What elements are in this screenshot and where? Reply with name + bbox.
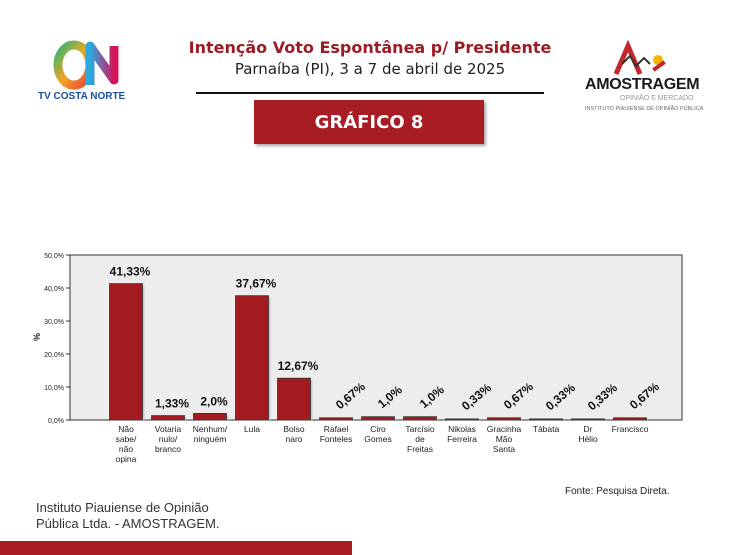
chart-subtitle: Parnaíba (PI), 3 a 7 de abril de 2025 [234,60,506,78]
institute-credit-line1: Instituto Piauiense de Opinião [36,500,209,515]
bar [277,377,311,421]
bar-value-label: 41,33% [110,265,151,279]
x-tick-label: Hélio [578,434,598,444]
x-tick-label: Gracinha [487,424,522,434]
x-tick-label: Santa [493,444,515,454]
x-tick-label: Tábata [533,424,560,434]
bar [319,417,353,421]
institute-credit: Instituto Piauiense de Opinião Pública L… [36,500,220,532]
x-tick-label: Nikolas [448,424,476,434]
x-tick-label: Tarcísio [405,424,435,434]
x-tick-label: naro [285,434,302,444]
bar-value-label: 1,33% [155,397,189,411]
bar-chart: 0,0% 10,0% 20,0% 30,0% 40,0% 50,0%% 41,33% Nãos… [32,253,683,464]
amostragem-logo-icon [613,40,666,75]
chart-title: Intenção Voto Espontânea p/ Presidente [188,38,552,57]
institute-credit-line2: Pública Ltda. - AMOSTRAGEM. [36,516,220,531]
title-divider [196,92,544,94]
x-tick-label: Gomes [364,434,391,444]
y-tick-label: 20,0% [44,352,64,359]
bottom-accent-bar [0,541,352,555]
chart-number-label: GRÁFICO 8 [254,100,484,144]
bar [403,416,437,421]
amostragem-wordmark: AMOSTRAGEM [585,76,700,93]
x-tick-label: branco [155,444,181,454]
x-tick-label: Nenhum/ [193,424,228,434]
x-tick-label: opina [116,454,137,464]
x-tick-label: não [119,444,133,454]
y-tick-label: 50,0% [44,253,64,260]
tv-costa-norte-logo-icon [53,40,119,90]
bar-value-label: 37,67% [236,277,277,291]
x-tick-label: Fonteles [320,434,353,444]
x-tick-label: nulo/ [159,434,178,444]
y-tick-label: 30,0% [44,319,64,326]
x-tick-label: Francisco [612,424,649,434]
x-tick-label: Votaria [155,424,182,434]
bar [571,418,605,421]
bar [487,417,521,421]
bar [151,415,185,421]
bar [445,418,479,421]
bar [529,418,563,421]
x-tick-label: de [415,434,425,444]
amostragem-tagline: OPINIÃO E MERCADO [620,95,694,102]
bar-value-label: 12,67% [278,359,319,373]
bar [193,412,227,421]
x-tick-label: Não [118,424,134,434]
x-tick-label: Lula [244,424,260,434]
x-tick-label: ninguém [194,434,227,444]
y-tick-label: 40,0% [44,286,64,293]
y-tick-label: 0,0% [48,418,64,425]
x-tick-label: Rafael [324,424,349,434]
y-tick-label: 10,0% [44,385,64,392]
y-axis-label: % [32,333,42,341]
x-tick-label: Dr [584,424,593,434]
x-tick-label: Bolso [283,424,305,434]
x-tick-label: Mão [496,434,513,444]
x-tick-label: sabe/ [116,434,137,444]
amostragem-institute: INSTITUTO PIAUIENSE DE OPINIÃO PÚBLICA [585,106,704,112]
x-tick-label: Ciro [370,424,386,434]
bar [109,283,143,421]
x-tick-label: Freitas [407,444,433,454]
bar [613,417,647,421]
tv-costa-norte-wordmark: TV COSTA NORTE [38,91,126,102]
x-tick-label: Ferreira [447,434,477,444]
bar [235,295,269,421]
plot-area [69,254,683,421]
source-note: Fonte: Pesquisa Direta. [565,486,670,497]
bar [361,416,395,421]
bar-value-label: 2,0% [200,394,228,408]
